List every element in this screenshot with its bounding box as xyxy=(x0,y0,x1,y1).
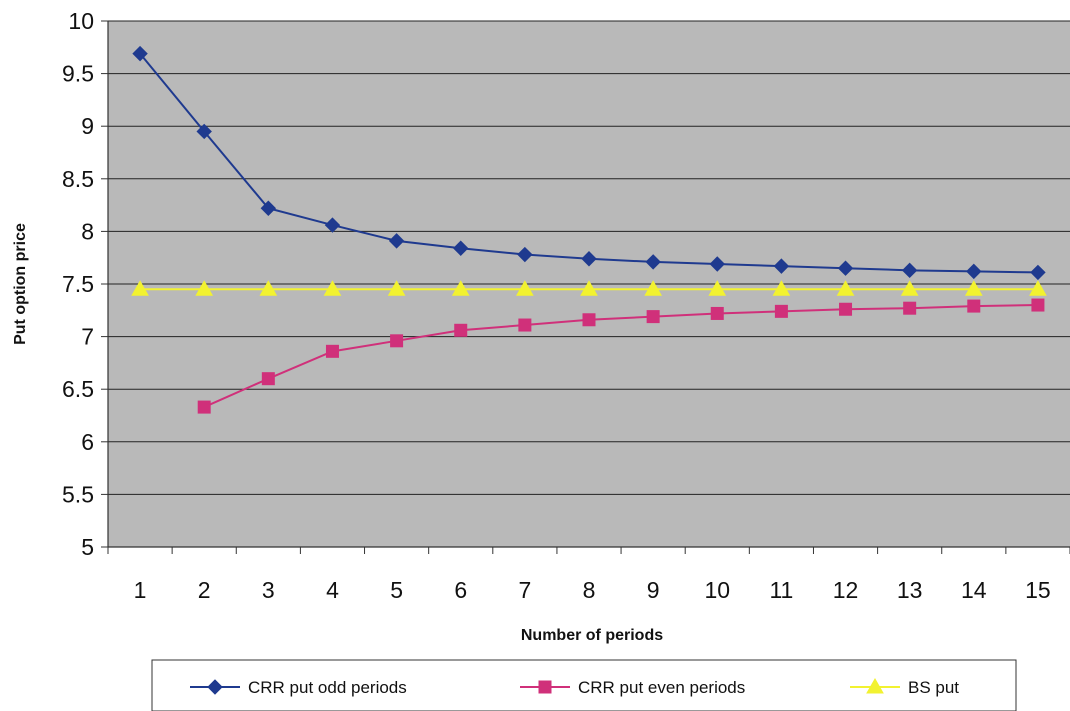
y-axis-title: Put option price xyxy=(12,223,29,345)
x-tick-label: 10 xyxy=(704,577,730,603)
data-point xyxy=(837,260,854,276)
legend-label: CRR put odd periods xyxy=(248,678,407,697)
y-tick-label: 7.5 xyxy=(62,271,94,297)
data-point xyxy=(1030,264,1046,281)
data-point xyxy=(966,263,982,280)
x-tick-label: 2 xyxy=(198,577,211,603)
data-point xyxy=(451,280,470,296)
data-point xyxy=(581,251,597,267)
series-1 xyxy=(132,45,1046,281)
legend-marker xyxy=(207,679,223,695)
data-point xyxy=(259,280,278,296)
data-point xyxy=(900,280,919,296)
x-tick-label: 7 xyxy=(518,577,531,603)
data-point xyxy=(323,280,342,296)
y-tick-label: 6 xyxy=(81,429,94,455)
data-point xyxy=(197,400,211,414)
series-3 xyxy=(131,280,1047,296)
data-point xyxy=(1029,280,1047,296)
data-point xyxy=(131,280,149,296)
x-tick-label: 9 xyxy=(647,577,660,603)
x-tick-label: 11 xyxy=(769,577,793,603)
legend: CRR put odd periods CRR put even periods B… xyxy=(151,659,1017,711)
x-axis: 1 2 3 4 5 6 7 8 9 10 11 12 13 14 15 xyxy=(107,547,1070,603)
data-point xyxy=(387,280,406,296)
data-point xyxy=(390,334,404,348)
series-layer xyxy=(131,45,1047,414)
y-tick-label: 7 xyxy=(81,324,94,350)
data-point xyxy=(710,306,724,320)
y-tick-label: 5 xyxy=(81,534,94,560)
legend-item: CRR put odd periods xyxy=(190,678,407,697)
data-point xyxy=(903,301,917,315)
data-point xyxy=(195,280,214,296)
data-point xyxy=(518,318,532,332)
data-point xyxy=(772,280,791,296)
data-point xyxy=(836,280,855,296)
x-tick-label: 3 xyxy=(262,577,275,603)
legend-item: CRR put even periods xyxy=(520,678,745,697)
data-point xyxy=(324,217,341,233)
data-point xyxy=(454,323,468,337)
y-axis: 5 5.5 6 6.5 7 7.5 8 8.5 9 9.5 10 xyxy=(62,8,108,560)
y-tick-label: 9 xyxy=(81,113,94,139)
x-tick-label: 14 xyxy=(961,577,987,603)
y-tick-label: 9.5 xyxy=(62,61,94,87)
legend-label: CRR put even periods xyxy=(578,678,745,697)
data-point xyxy=(773,258,790,274)
y-tick-label: 8.5 xyxy=(62,166,94,192)
legend-item: BS put xyxy=(850,677,959,697)
data-point xyxy=(709,256,725,272)
data-point xyxy=(196,123,212,140)
series-2 xyxy=(197,298,1045,414)
data-point xyxy=(774,304,788,318)
x-tick-label: 8 xyxy=(583,577,596,603)
data-point xyxy=(964,280,983,296)
data-point xyxy=(132,45,148,62)
data-point xyxy=(901,262,918,279)
legend-marker xyxy=(866,677,884,694)
series-line xyxy=(203,304,1038,408)
data-point xyxy=(645,254,661,270)
x-axis-title: Number of periods xyxy=(521,627,663,644)
data-point xyxy=(580,280,598,296)
data-point xyxy=(261,372,275,386)
legend-label: BS put xyxy=(908,678,959,697)
y-tick-label: 6.5 xyxy=(62,376,94,402)
x-tick-label: 6 xyxy=(454,577,467,603)
data-point xyxy=(516,280,534,296)
legend-marker xyxy=(538,680,552,694)
data-point xyxy=(260,200,277,216)
data-point xyxy=(967,299,981,313)
y-tick-label: 10 xyxy=(68,8,94,34)
x-tick-label: 1 xyxy=(134,577,147,603)
x-tick-label: 12 xyxy=(833,577,859,603)
y-tick-label: 5.5 xyxy=(62,481,94,507)
data-point xyxy=(708,280,727,296)
data-point xyxy=(839,302,853,316)
data-point xyxy=(644,280,662,296)
gridlines xyxy=(108,20,1070,495)
data-point xyxy=(325,344,339,358)
data-point xyxy=(1031,298,1045,312)
x-tick-label: 15 xyxy=(1025,577,1051,603)
data-point xyxy=(388,233,405,249)
x-tick-label: 13 xyxy=(897,577,923,603)
data-point xyxy=(646,310,660,324)
data-point xyxy=(517,246,533,263)
data-point xyxy=(453,240,469,256)
x-tick-label: 4 xyxy=(326,577,339,603)
y-tick-label: 8 xyxy=(81,218,94,244)
data-point xyxy=(582,313,596,327)
x-tick-label: 5 xyxy=(390,577,403,603)
